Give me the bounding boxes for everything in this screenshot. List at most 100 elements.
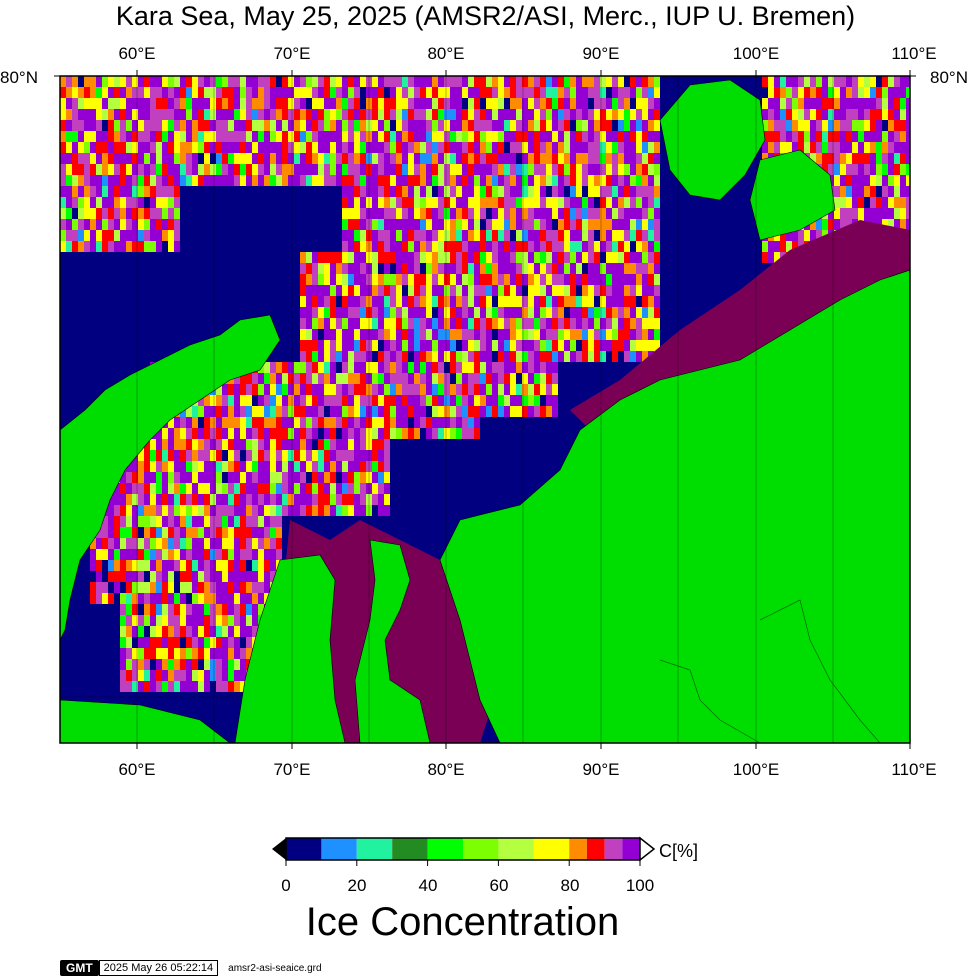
- ice-cell: [618, 131, 624, 142]
- ice-cell: [294, 142, 300, 153]
- ice-cell: [306, 87, 312, 98]
- ice-cell: [582, 230, 588, 241]
- ice-cell: [402, 406, 408, 417]
- ice-cell: [552, 197, 558, 208]
- ice-cell: [630, 318, 636, 329]
- ice-cell: [606, 164, 612, 175]
- graticule: [60, 76, 834, 743]
- ice-cell: [564, 131, 570, 142]
- ice-cell: [186, 516, 192, 527]
- ice-cell: [240, 472, 246, 483]
- ice-cell: [396, 307, 402, 318]
- ice-cell: [228, 604, 234, 615]
- ice-cell: [186, 417, 192, 428]
- ice-cell: [240, 483, 246, 494]
- ice-cell: [318, 417, 324, 428]
- ice-cell: [372, 153, 378, 164]
- ice-cell: [498, 373, 504, 384]
- ice-cell: [240, 76, 246, 87]
- ice-cell: [522, 142, 528, 153]
- ice-cell: [540, 263, 546, 274]
- ice-cell: [636, 186, 642, 197]
- ice-cell: [192, 516, 198, 527]
- ice-cell: [66, 120, 72, 131]
- ice-cell: [228, 142, 234, 153]
- ice-cell: [606, 98, 612, 109]
- ice-cell: [354, 329, 360, 340]
- ice-cell: [606, 329, 612, 340]
- ice-cell: [504, 384, 510, 395]
- ice-cell: [444, 373, 450, 384]
- ice-cell: [534, 318, 540, 329]
- ice-cell: [348, 439, 354, 450]
- ice-cell: [492, 296, 498, 307]
- ice-cell: [420, 120, 426, 131]
- ice-cell: [132, 538, 138, 549]
- ice-cell: [306, 109, 312, 120]
- ice-cell: [390, 120, 396, 131]
- ice-cell: [438, 186, 444, 197]
- ice-cell: [414, 351, 420, 362]
- ice-cell: [186, 560, 192, 571]
- ice-cell: [414, 307, 420, 318]
- ice-cell: [162, 681, 168, 692]
- ice-cell: [882, 153, 888, 164]
- ice-cell: [468, 142, 474, 153]
- taymyr-mainland: [439, 269, 910, 743]
- ice-cell: [276, 142, 282, 153]
- ice-cell: [492, 197, 498, 208]
- ice-cell: [546, 252, 552, 263]
- ice-cell: [300, 274, 306, 285]
- ice-cell: [348, 109, 354, 120]
- ice-cell: [108, 109, 114, 120]
- ice-cell: [636, 351, 642, 362]
- ice-cell: [246, 527, 252, 538]
- ice-cell: [456, 318, 462, 329]
- ice-cell: [438, 406, 444, 417]
- ice-cell: [600, 296, 606, 307]
- ice-cell: [606, 307, 612, 318]
- ice-cell: [222, 461, 228, 472]
- ice-cell: [528, 318, 534, 329]
- ice-cell: [894, 197, 900, 208]
- ice-cell: [78, 142, 84, 153]
- ice-cell: [588, 263, 594, 274]
- ice-cell: [432, 428, 438, 439]
- ice-cell: [294, 384, 300, 395]
- ice-cell: [510, 395, 516, 406]
- ice-cell: [294, 362, 300, 373]
- ice-cell: [576, 76, 582, 87]
- ice-cell: [342, 483, 348, 494]
- ice-cell: [372, 274, 378, 285]
- ice-cell: [516, 219, 522, 230]
- ice-cell: [528, 131, 534, 142]
- ice-cell: [792, 230, 798, 241]
- ice-cell: [66, 87, 72, 98]
- ice-cell: [210, 142, 216, 153]
- ice-cell: [546, 263, 552, 274]
- ice-cell: [636, 285, 642, 296]
- ice-cell: [156, 241, 162, 252]
- ice-cell: [138, 637, 144, 648]
- novaya-zemlya-island: [60, 314, 281, 641]
- ice-cell: [870, 87, 876, 98]
- ice-cell: [534, 120, 540, 131]
- ice-cell: [174, 142, 180, 153]
- ice-cell: [648, 307, 654, 318]
- ice-cell: [840, 142, 846, 153]
- ice-cell: [132, 527, 138, 538]
- tick-marks: [54, 70, 916, 749]
- ice-cell: [312, 120, 318, 131]
- ice-cell: [420, 230, 426, 241]
- ice-cell: [408, 307, 414, 318]
- ice-cell: [654, 120, 660, 131]
- ice-cell: [108, 230, 114, 241]
- ice-cell: [876, 120, 882, 131]
- ice-cell: [504, 351, 510, 362]
- ice-cell: [252, 560, 258, 571]
- ice-cell: [570, 318, 576, 329]
- ice-cell: [474, 208, 480, 219]
- ice-cell: [402, 274, 408, 285]
- ice-cell: [132, 549, 138, 560]
- ice-cell: [300, 439, 306, 450]
